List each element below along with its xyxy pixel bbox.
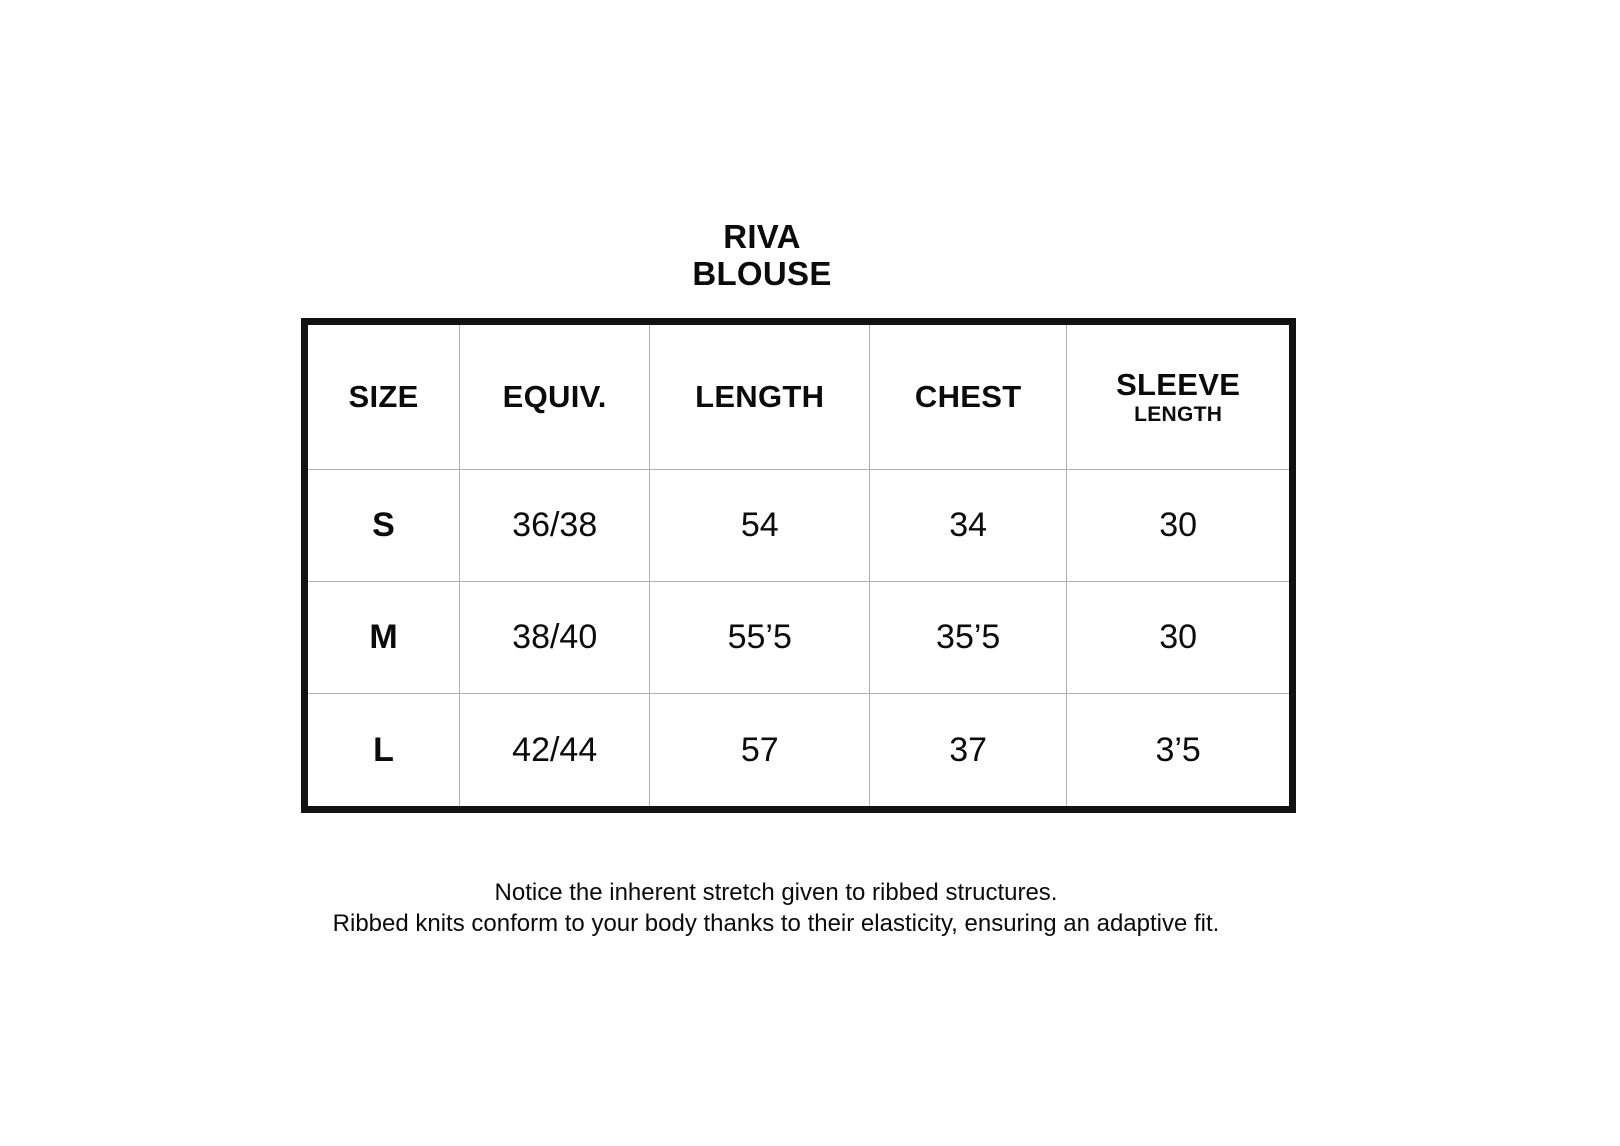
header-size: SIZE: [308, 325, 461, 470]
header-sleeve-sub: LENGTH: [1134, 402, 1223, 426]
cell-l-size: L: [308, 694, 461, 806]
cell-s-chest: 34: [870, 470, 1068, 582]
product-title: RIVA BLOUSE: [262, 218, 1262, 292]
header-row: SIZE EQUIV. LENGTH CHEST SLEEVE LENGTH: [308, 325, 1289, 470]
stretch-note-line1: Notice the inherent stretch given to rib…: [494, 879, 1058, 906]
product-title-line2: BLOUSE: [692, 255, 832, 292]
table-row-s: S 36/38 54 34 30: [308, 470, 1289, 582]
table-row-m: M 38/40 55’5 35’5 30: [308, 582, 1289, 694]
cell-m-sleeve: 30: [1067, 582, 1289, 694]
cell-l-equiv: 42/44: [460, 694, 651, 806]
cell-l-chest: 37: [870, 694, 1068, 806]
cell-s-size: S: [308, 470, 461, 582]
product-title-line1: RIVA: [723, 218, 801, 255]
cell-l-length: 57: [650, 694, 871, 806]
header-sleeve-length: SLEEVE LENGTH: [1067, 325, 1289, 470]
header-equiv: EQUIV.: [460, 325, 651, 470]
header-chest: CHEST: [870, 325, 1068, 470]
cell-s-equiv: 36/38: [460, 470, 651, 582]
cell-m-chest: 35’5: [870, 582, 1068, 694]
cell-m-equiv: 38/40: [460, 582, 651, 694]
header-length: LENGTH: [650, 325, 871, 470]
cell-s-sleeve: 30: [1067, 470, 1289, 582]
header-sleeve-main: SLEEVE: [1116, 366, 1241, 402]
cell-m-size: M: [308, 582, 461, 694]
stretch-note: Notice the inherent stretch given to rib…: [226, 877, 1326, 939]
table-row-l: L 42/44 57 37 3’5: [308, 694, 1289, 806]
size-chart-table: SIZE EQUIV. LENGTH CHEST SLEEVE LENGTH S…: [301, 318, 1296, 813]
stretch-note-line2: Ribbed knits conform to your body thanks…: [332, 910, 1220, 937]
cell-l-sleeve: 3’5: [1155, 730, 1201, 769]
cell-m-length: 55’5: [650, 582, 871, 694]
cell-s-length: 54: [650, 470, 871, 582]
